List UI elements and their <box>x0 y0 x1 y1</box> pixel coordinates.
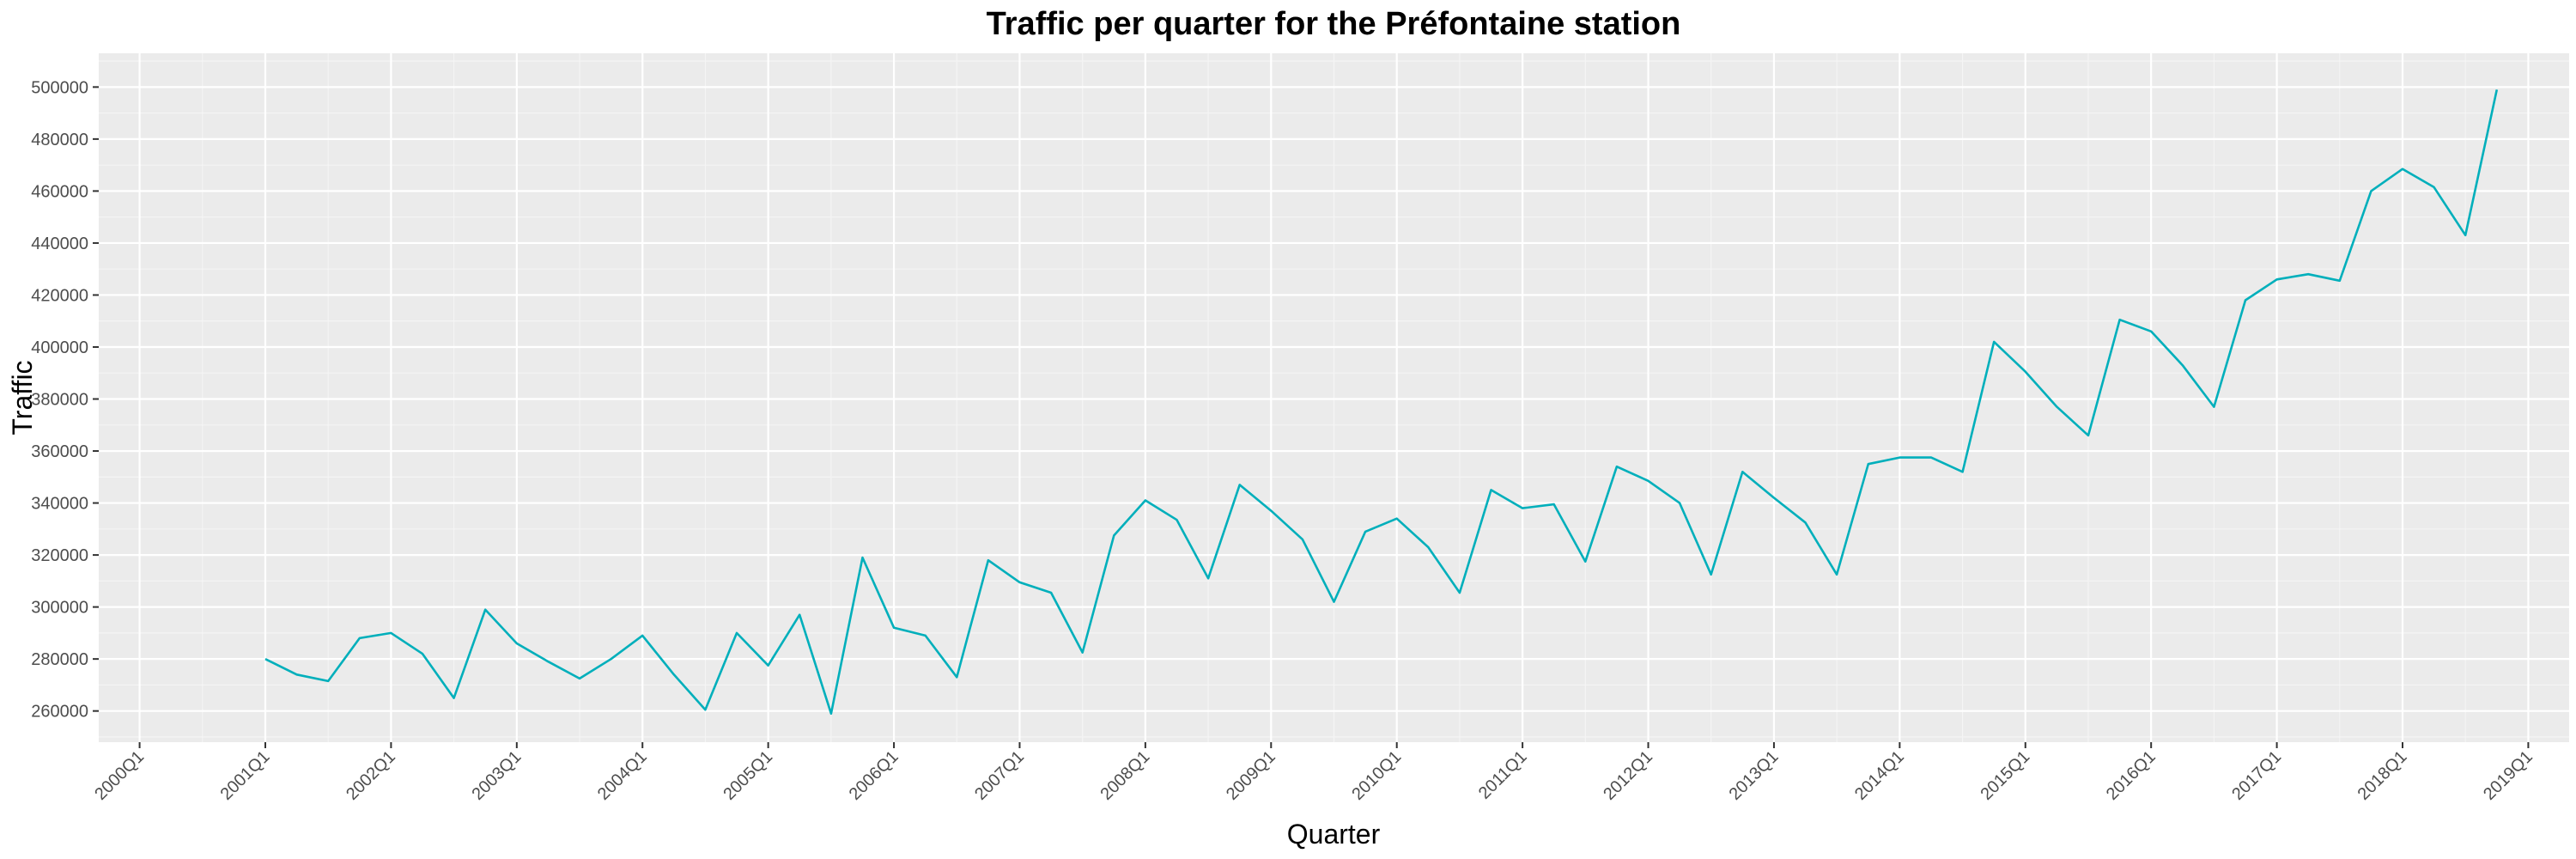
x-tick-label: 2003Q1 <box>468 747 525 804</box>
x-tick-label: 2011Q1 <box>1475 747 1531 803</box>
y-tick-label: 260000 <box>31 703 88 722</box>
series-layer <box>264 89 2499 716</box>
x-tick-label: 2016Q1 <box>2103 747 2160 804</box>
x-tick-label: 2007Q1 <box>971 747 1028 804</box>
y-tick-label: 400000 <box>31 338 88 357</box>
y-tick-label: 460000 <box>31 182 88 201</box>
y-tick-label: 500000 <box>31 78 88 97</box>
y-tick-label: 420000 <box>31 286 88 305</box>
y-tick-label: 300000 <box>31 599 88 618</box>
y-axis: 260000 280000 300000 320000 340000 360000 3800… <box>31 78 99 722</box>
x-tick-label: 2008Q1 <box>1097 747 1154 804</box>
x-tick-label: 2000Q1 <box>91 747 148 804</box>
y-tick-label: 320000 <box>31 546 88 565</box>
y-tick-label: 440000 <box>31 235 88 253</box>
y-axis-title: Traffic <box>7 360 38 435</box>
y-tick-label: 280000 <box>31 650 88 669</box>
x-tick-label: 2004Q1 <box>594 747 651 804</box>
x-tick-label: 2014Q1 <box>1851 747 1908 804</box>
x-tick-label: 2005Q1 <box>720 747 776 804</box>
y-tick-label: 380000 <box>31 391 88 410</box>
x-tick-label: 2010Q1 <box>1348 747 1405 804</box>
y-tick-label: 340000 <box>31 495 88 514</box>
x-tick-label: 2001Q1 <box>217 747 274 804</box>
y-tick-label: 360000 <box>31 442 88 461</box>
chart-title: Traffic per quarter for the Préfontaine … <box>987 6 1681 42</box>
series-line <box>264 89 2499 716</box>
x-axis: 2000Q1 2001Q1 2002Q1 2003Q1 2004Q1 2005Q1 2006… <box>91 742 2537 804</box>
minor-gridlines <box>99 53 2569 742</box>
x-axis-title: Quarter <box>1287 819 1381 850</box>
x-tick-label: 2019Q1 <box>2480 747 2537 804</box>
y-tick-label: 480000 <box>31 131 88 149</box>
x-tick-label: 2018Q1 <box>2354 747 2411 804</box>
major-gridlines <box>99 53 2569 742</box>
x-tick-label: 2013Q1 <box>1726 747 1783 804</box>
x-tick-label: 2006Q1 <box>846 747 902 804</box>
x-tick-label: 2009Q1 <box>1223 747 1279 804</box>
x-tick-label: 2002Q1 <box>343 747 399 804</box>
x-tick-label: 2017Q1 <box>2228 747 2285 804</box>
x-tick-label: 2015Q1 <box>1977 747 2033 804</box>
x-tick-label: 2012Q1 <box>1600 747 1656 804</box>
